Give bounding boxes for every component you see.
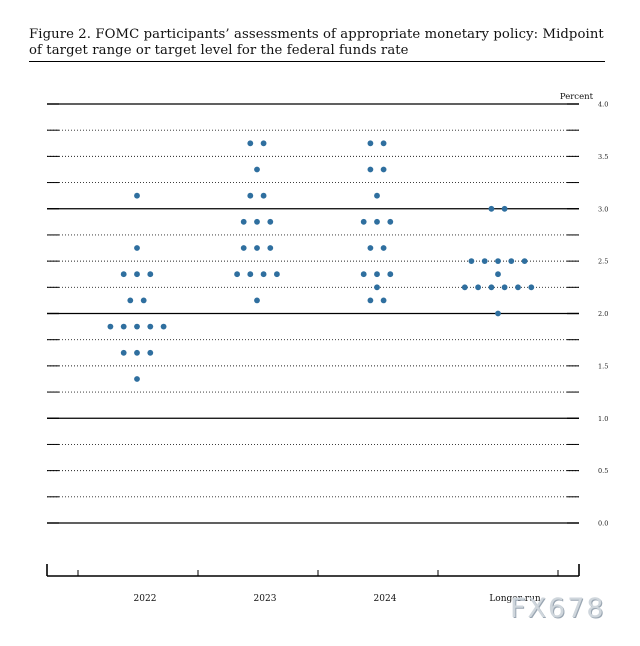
data-point bbox=[515, 284, 521, 291]
data-point bbox=[260, 271, 267, 278]
data-point bbox=[134, 349, 140, 356]
title-rule bbox=[29, 61, 605, 62]
y-tick-label: 0.5 bbox=[598, 467, 608, 475]
y-tick-label: 1.5 bbox=[598, 362, 608, 370]
data-point bbox=[247, 140, 254, 147]
data-point bbox=[254, 297, 260, 304]
data-point bbox=[247, 271, 254, 278]
data-point bbox=[374, 271, 380, 278]
data-point bbox=[267, 245, 274, 251]
data-point bbox=[468, 258, 475, 264]
data-point bbox=[260, 192, 267, 199]
data-point bbox=[508, 258, 515, 264]
data-point bbox=[134, 271, 140, 278]
data-point bbox=[380, 140, 387, 147]
data-point bbox=[274, 271, 280, 278]
data-point bbox=[374, 192, 380, 199]
data-point bbox=[387, 218, 394, 225]
data-point bbox=[360, 218, 367, 225]
data-point bbox=[147, 349, 154, 356]
data-point bbox=[134, 245, 140, 251]
data-point bbox=[134, 376, 140, 382]
data-point bbox=[254, 166, 260, 173]
data-point bbox=[501, 205, 508, 212]
data-point bbox=[367, 166, 374, 173]
chart-title: Figure 2. FOMC participants’ assessments… bbox=[29, 27, 604, 58]
data-point bbox=[475, 284, 481, 291]
data-point bbox=[254, 245, 260, 251]
data-point bbox=[234, 271, 241, 278]
data-point bbox=[528, 284, 535, 291]
watermark: FX678 bbox=[510, 593, 606, 624]
data-point bbox=[488, 205, 495, 212]
data-point bbox=[267, 218, 274, 225]
data-point bbox=[501, 284, 508, 291]
data-point bbox=[107, 323, 114, 330]
data-point bbox=[380, 245, 387, 251]
data-point bbox=[254, 218, 260, 225]
data-point bbox=[367, 297, 374, 304]
data-point bbox=[160, 323, 167, 330]
data-point bbox=[134, 192, 140, 199]
data-point bbox=[521, 258, 528, 264]
data-point bbox=[495, 271, 501, 278]
y-tick-label: 2.0 bbox=[598, 310, 608, 318]
y-axis-label: Percent bbox=[560, 92, 594, 102]
data-point bbox=[380, 297, 387, 304]
data-point bbox=[360, 271, 367, 278]
y-tick-label: 3.0 bbox=[598, 205, 608, 213]
data-point bbox=[120, 271, 127, 278]
y-tick-label: 3.5 bbox=[598, 153, 608, 161]
data-point bbox=[374, 284, 380, 291]
data-point bbox=[495, 310, 501, 317]
data-point bbox=[374, 218, 380, 225]
x-tick-label: Longer run bbox=[489, 594, 541, 604]
data-point bbox=[367, 140, 374, 147]
data-point bbox=[127, 297, 134, 304]
y-tick-label: 1.0 bbox=[598, 415, 608, 423]
y-tick-label: 0.0 bbox=[598, 520, 608, 528]
data-point bbox=[488, 284, 495, 291]
y-tick-label: 2.5 bbox=[598, 258, 608, 266]
x-tick-label: 2024 bbox=[374, 594, 397, 604]
data-point bbox=[481, 258, 488, 264]
data-point bbox=[120, 323, 127, 330]
data-point bbox=[134, 323, 140, 330]
data-point bbox=[367, 245, 374, 251]
data-point bbox=[147, 323, 154, 330]
data-point bbox=[461, 284, 468, 291]
data-point bbox=[495, 258, 501, 264]
data-point bbox=[260, 140, 267, 147]
data-point bbox=[240, 218, 247, 225]
data-point bbox=[120, 349, 127, 356]
x-tick-label: 2022 bbox=[134, 594, 157, 604]
data-point bbox=[147, 271, 154, 278]
y-tick-label: 4.0 bbox=[598, 101, 608, 109]
data-point bbox=[140, 297, 147, 304]
data-point bbox=[247, 192, 254, 199]
x-tick-label: 2023 bbox=[254, 594, 277, 604]
data-point bbox=[387, 271, 394, 278]
data-point bbox=[240, 245, 247, 251]
data-point bbox=[380, 166, 387, 173]
